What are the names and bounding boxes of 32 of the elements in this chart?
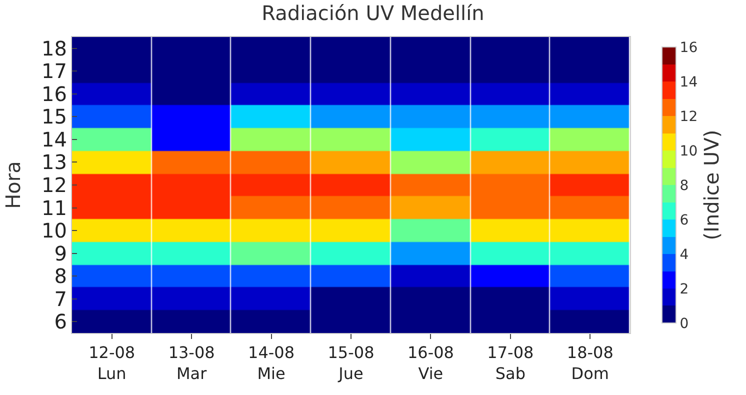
y-tick-label: 18	[42, 36, 67, 60]
x-tick-label: 16-08 Vie	[407, 343, 454, 383]
color-bar-label: 0	[680, 316, 689, 332]
y-tick-label: 15	[42, 104, 67, 129]
color-bar-label: 8	[680, 178, 689, 194]
color-bar-label: 2	[680, 281, 689, 298]
y-tick-label: 7	[54, 286, 67, 311]
color-bar-label: 10	[680, 143, 698, 160]
color-bar-label: 12	[680, 108, 698, 125]
y-tick-label: 6	[54, 310, 67, 334]
color-bar-label: 16	[680, 40, 698, 56]
color-bar-title: (Indice UV)	[700, 130, 724, 240]
x-tick-label: 17-08 Sab	[487, 343, 534, 383]
chart-title: Radiación UV Medellín	[262, 0, 484, 25]
y-tick-label: 10	[42, 218, 67, 243]
y-tick-label: 8	[54, 264, 67, 288]
color-bar-label: 6	[680, 212, 689, 228]
x-tick-label: 15-08 Jue	[328, 343, 374, 383]
y-axis-title: Hora	[1, 161, 26, 209]
x-tick-label: 14-08 Mie	[248, 343, 295, 383]
y-tick-label: 13	[42, 150, 67, 174]
color-bar-label: 14	[680, 74, 698, 90]
y-tick-label: 11	[42, 196, 67, 220]
y-tick-label: 9	[54, 241, 67, 266]
x-tick-label: 12-08 Lun	[88, 343, 136, 383]
x-tick-label: 18-08 Dom	[566, 343, 614, 383]
y-tick-label: 12	[42, 173, 67, 197]
color-bar-label: 4	[680, 246, 689, 263]
y-tick-label: 16	[42, 82, 67, 106]
y-tick-label: 14	[42, 127, 67, 152]
y-tick-label: 17	[42, 59, 67, 84]
x-tick-label: 13-08 Mar	[168, 343, 215, 383]
